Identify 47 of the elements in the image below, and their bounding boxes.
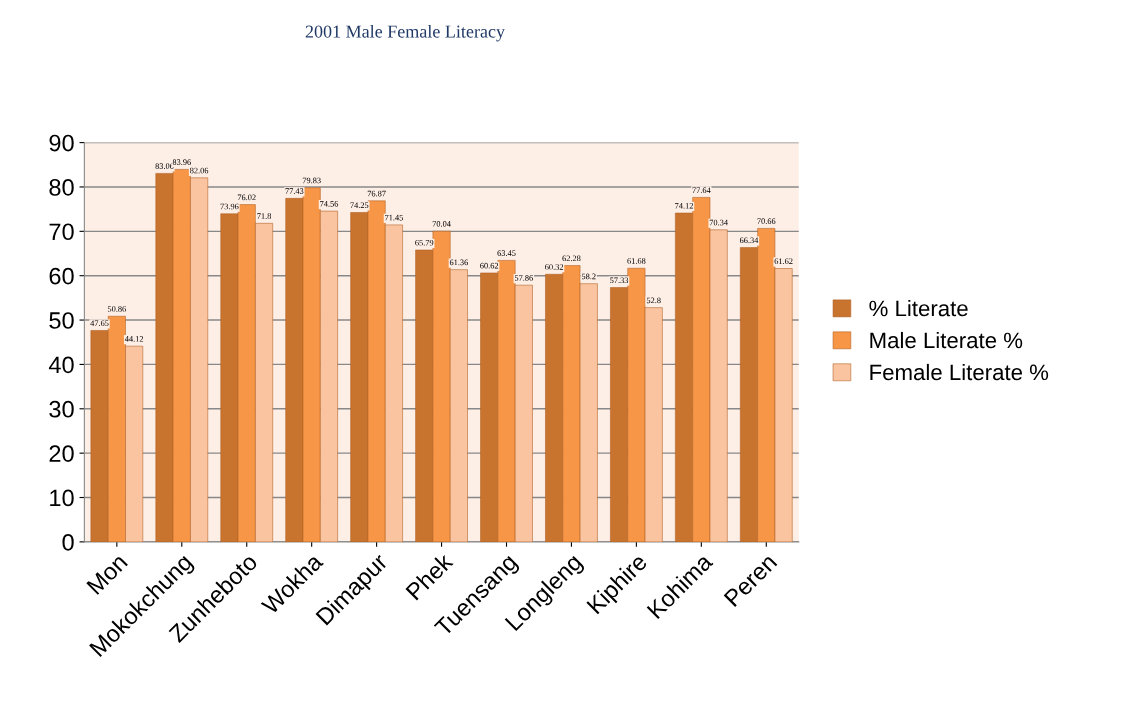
data-label: 79.83 <box>302 177 321 184</box>
data-label: 70.66 <box>757 218 776 224</box>
data-label: 71.8 <box>257 213 272 219</box>
data-label: 71.45 <box>385 214 403 221</box>
data-label: 70.04 <box>432 221 451 227</box>
data-label: 44.12 <box>124 336 144 342</box>
data-label: 60.62 <box>480 262 499 269</box>
data-label: 83.96 <box>172 159 191 165</box>
data-label: 70.34 <box>709 219 728 226</box>
data-label: 74.12 <box>675 202 693 209</box>
data-label: 65.79 <box>415 239 434 246</box>
legend-label: % Literate <box>869 300 968 317</box>
data-label: 52.8 <box>646 297 661 304</box>
data-label: 74.56 <box>320 201 339 207</box>
data-label: 82.06 <box>190 167 209 174</box>
legend-label: Male Literate % <box>870 331 1023 349</box>
y-tick-label: 10 <box>50 489 74 507</box>
data-label: 83.06 <box>155 163 174 169</box>
y-tick-label: 50 <box>49 312 74 329</box>
data-label: 76.87 <box>367 190 386 197</box>
data-label: 60.32 <box>545 264 564 270</box>
data-label: 74.25 <box>350 202 369 209</box>
y-tick-label: 40 <box>48 356 74 374</box>
chart-title: 2001 Male Female Literacy <box>305 24 505 42</box>
y-tick-label: 70 <box>49 223 74 241</box>
y-tick-label: 60 <box>49 267 74 285</box>
data-label: 58.2 <box>581 273 596 280</box>
y-tick-label: 80 <box>49 179 74 196</box>
data-label: 50.86 <box>107 306 126 312</box>
y-tick-label: 90 <box>49 134 74 152</box>
data-label: 63.45 <box>497 250 516 256</box>
data-label: 77.43 <box>285 188 304 194</box>
data-label: 62.28 <box>562 255 581 262</box>
data-label: 73.96 <box>220 203 239 210</box>
y-tick-label: 0 <box>62 533 74 551</box>
y-tick-label: 30 <box>49 400 74 418</box>
data-label: 77.64 <box>692 187 711 193</box>
data-label: 66.34 <box>739 237 759 244</box>
data-label: 61.36 <box>449 259 469 266</box>
data-label: 61.62 <box>774 258 793 265</box>
data-label: 76.02 <box>237 194 256 201</box>
data-label: 57.86 <box>514 275 533 281</box>
y-tick-label: 20 <box>49 445 74 462</box>
data-label: 57.33 <box>610 277 629 284</box>
data-label: 47.65 <box>90 320 109 327</box>
legend-label: Female Literate % <box>870 363 1049 381</box>
data-label: 61.68 <box>627 258 646 264</box>
